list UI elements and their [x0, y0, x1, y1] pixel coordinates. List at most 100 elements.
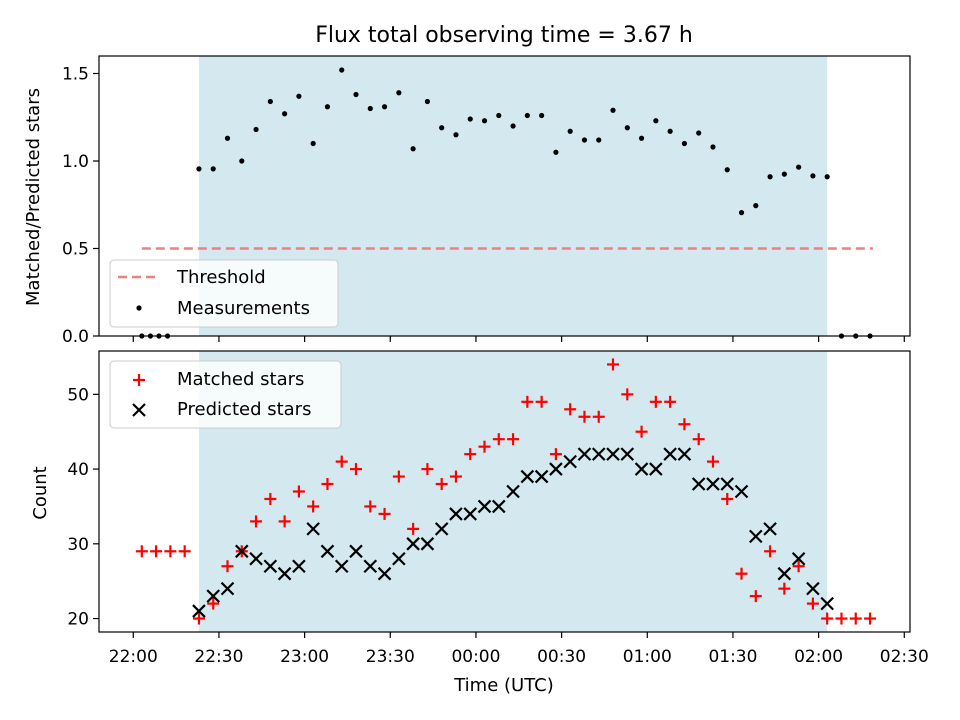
predicted-star-point [320, 544, 335, 559]
measurement-point [339, 67, 345, 73]
measurement-point [310, 140, 316, 147]
measurement-point [439, 125, 445, 131]
matched-star-point [264, 492, 277, 505]
x-tick-label: 22:00 [109, 647, 158, 667]
matched-star-point [635, 425, 648, 438]
y-tick-label: 0.5 [62, 240, 89, 260]
x-tick-label: 02:00 [794, 647, 843, 667]
measurement-point [453, 132, 459, 138]
measurement-point [710, 144, 716, 150]
predicted-star-point [420, 537, 435, 551]
measurement-point [738, 210, 745, 216]
matched-star-point [378, 507, 391, 520]
predicted-star-point [277, 566, 292, 581]
ratio-legend: Threshold Measurements [109, 259, 339, 328]
predicted-star-point [334, 559, 349, 574]
predicted-star-point [349, 544, 363, 559]
predicted-star-point [520, 469, 535, 484]
measurement-point [781, 171, 787, 177]
predicted-star-point [734, 484, 749, 499]
predicted-star-point [192, 604, 206, 618]
y-tick-label: 0.0 [62, 327, 89, 347]
matched-star-point [578, 410, 591, 423]
measurement-point [239, 158, 245, 164]
measurement-point [767, 174, 773, 180]
predicted-star-point [220, 581, 235, 596]
matched-star-point [792, 560, 805, 573]
measurement-point [696, 130, 702, 136]
matched-star-point [492, 433, 505, 446]
predicted-star-point [777, 566, 792, 581]
predicted-star-point [392, 551, 406, 566]
count-panel: 20 30 40 50 22:00 22:30 23:00 23:30 00:00 00:30 0… [30, 350, 929, 696]
y-tick-label: 20 [67, 610, 89, 630]
matched-star-point [735, 567, 748, 580]
matched-star-point [692, 433, 705, 446]
predicted-star-point [263, 559, 278, 574]
predicted-star-point [406, 537, 420, 551]
matched-star-point [649, 395, 662, 408]
measurement-point [667, 128, 673, 134]
x-tick-label: 01:30 [708, 647, 757, 667]
measurement-point [496, 112, 502, 119]
matched-star-point [364, 500, 377, 513]
ratio-panel: 0.0 0.5 1.0 1.5 Matched/Predicted stars Thr… [23, 55, 911, 347]
matched-star-point [392, 470, 405, 483]
matched-star-point [821, 612, 834, 625]
y-tick-label: 50 [67, 385, 89, 405]
matched-star-point [478, 440, 491, 453]
measurement-point [553, 149, 559, 155]
ratio-axes-frame [98, 55, 911, 337]
measurement-point [653, 118, 659, 124]
matched-star-point [292, 485, 305, 498]
legend-matched-label: Matched stars [177, 369, 304, 390]
legend-predicted-label: Predicted stars [177, 399, 311, 420]
predicted-star-point [506, 484, 520, 499]
matched-star-point [749, 590, 762, 603]
measurement-point [253, 126, 259, 133]
matched-star-point [178, 545, 191, 558]
matched-star-point [135, 545, 148, 558]
measurement-point [810, 173, 816, 179]
matched-star-point [849, 612, 862, 625]
matched-star-point [835, 612, 848, 625]
x-tick-label: 01:00 [623, 647, 672, 667]
predicted-star-point [691, 477, 706, 491]
measurement-point [638, 135, 645, 141]
matched-star-point [535, 395, 548, 408]
matched-star-point [806, 597, 819, 610]
predicted-star-point [606, 447, 620, 461]
matched-star-point [864, 612, 877, 625]
predicted-star-point [549, 462, 563, 476]
legend-predicted-swatch [132, 403, 146, 417]
matched-star-point [207, 597, 220, 610]
predicted-star-point [235, 544, 249, 559]
matched-star-point [307, 500, 320, 513]
matched-star-point [621, 388, 634, 401]
predicted-star-point [377, 566, 392, 581]
predicted-star-point [620, 447, 635, 461]
measurement-point [581, 137, 588, 143]
matched-star-point [421, 463, 434, 476]
count-y-axis-label: Count [30, 466, 51, 519]
measurement-point [424, 98, 430, 105]
matched-star-point [150, 545, 163, 558]
measurement-point [467, 116, 473, 122]
x-tick-label: 23:30 [366, 647, 415, 667]
matched-star-point [449, 470, 462, 483]
predicted-star-point [463, 507, 478, 521]
measurement-point [824, 174, 830, 180]
predicted-star-point [477, 499, 492, 514]
predicted-star-point [563, 454, 577, 469]
matched-star-point [592, 410, 605, 423]
predicted-star-point [677, 447, 692, 461]
measurement-point [510, 123, 516, 129]
y-tick-label: 30 [67, 535, 89, 555]
count-axes-frame [98, 350, 911, 633]
matched-star-point [221, 560, 234, 573]
predicted-star-point [591, 447, 606, 461]
predicted-star-point [663, 447, 677, 461]
measurement-point [567, 128, 573, 134]
measurement-point [267, 98, 273, 105]
